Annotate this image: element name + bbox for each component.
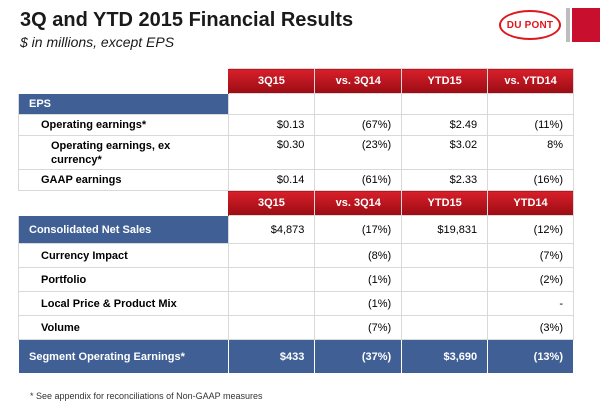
cell-value	[401, 243, 489, 268]
empty-cell	[314, 93, 403, 115]
cell-value: (11%)	[487, 114, 574, 136]
column-header: YTD14	[487, 190, 574, 216]
cell-value: (1%)	[314, 291, 403, 316]
cell-value: (13%)	[487, 339, 574, 374]
cell-value: $0.30	[227, 135, 316, 170]
row-label: Operating earnings, ex currency*	[18, 135, 229, 170]
cell-value: (7%)	[314, 315, 403, 340]
logo-oval: DU PONT	[499, 10, 561, 40]
cell-value: (37%)	[314, 339, 403, 374]
table-row: Portfolio (1%) (2%)	[18, 267, 574, 292]
cell-value: 8%	[487, 135, 574, 170]
table-row: Volume (7%) (3%)	[18, 315, 574, 340]
header-blank-cell	[18, 68, 229, 94]
row-label: Portfolio	[18, 267, 229, 292]
page-title: 3Q and YTD 2015 Financial Results	[20, 9, 354, 31]
dupont-logo: DU PONT	[496, 8, 564, 42]
cell-value: $433	[227, 339, 316, 374]
cell-value	[401, 291, 489, 316]
column-header-row: 3Q15 vs. 3Q14 YTD15 vs. YTD14	[18, 68, 574, 94]
decorative-red-strip	[572, 8, 600, 42]
cell-value	[401, 267, 489, 292]
cell-value: (23%)	[314, 135, 403, 170]
table-row: Currency Impact (8%) (7%)	[18, 243, 574, 268]
cell-value: $0.14	[227, 169, 316, 191]
column-header: vs. YTD14	[487, 68, 574, 94]
cell-value: $3.02	[401, 135, 489, 170]
cell-value: $19,831	[401, 215, 489, 244]
empty-cell	[401, 93, 489, 115]
logo-text: DU PONT	[506, 19, 554, 31]
cell-value: $3,690	[401, 339, 489, 374]
footnote: * See appendix for reconciliations of No…	[30, 391, 263, 401]
segment-earnings-row: Segment Operating Earnings* $433 (37%) $…	[18, 339, 574, 374]
cell-value	[227, 315, 316, 340]
cell-value: (8%)	[314, 243, 403, 268]
row-label: Local Price & Product Mix	[18, 291, 229, 316]
table-row: GAAP earnings $0.14 (61%) $2.33 (16%)	[18, 169, 574, 191]
column-header: vs. 3Q14	[314, 68, 403, 94]
cell-value	[227, 243, 316, 268]
cell-value: (16%)	[487, 169, 574, 191]
cell-value	[401, 315, 489, 340]
row-label: Currency Impact	[18, 243, 229, 268]
cell-value: $2.49	[401, 114, 489, 136]
segment-earnings-label: Segment Operating Earnings*	[18, 339, 229, 374]
cell-value: (2%)	[487, 267, 574, 292]
row-label: GAAP earnings	[18, 169, 229, 191]
page-subtitle: $ in millions, except EPS	[20, 34, 175, 50]
eps-section-label: EPS	[18, 93, 229, 115]
column-header: vs. 3Q14	[314, 190, 403, 216]
eps-section-row: EPS	[18, 93, 574, 115]
decorative-grey-strip	[566, 8, 570, 42]
cell-value: (1%)	[314, 267, 403, 292]
cell-value: (7%)	[487, 243, 574, 268]
net-sales-label: Consolidated Net Sales	[18, 215, 229, 244]
column-header: YTD15	[401, 68, 489, 94]
header-blank-cell	[18, 190, 229, 216]
empty-cell	[487, 93, 574, 115]
column-header-row-2: 3Q15 vs. 3Q14 YTD15 YTD14	[18, 190, 574, 216]
cell-value: $2.33	[401, 169, 489, 191]
cell-value: (17%)	[314, 215, 403, 244]
row-label: Operating earnings*	[18, 114, 229, 136]
column-header: 3Q15	[227, 190, 316, 216]
cell-value: $4,873	[227, 215, 316, 244]
cell-value: $0.13	[227, 114, 316, 136]
column-header: YTD15	[401, 190, 489, 216]
empty-cell	[227, 93, 316, 115]
table-row: Operating earnings* $0.13 (67%) $2.49 (1…	[18, 114, 574, 136]
cell-value: (12%)	[487, 215, 574, 244]
net-sales-row: Consolidated Net Sales $4,873 (17%) $19,…	[18, 215, 574, 244]
column-header: 3Q15	[227, 68, 316, 94]
cell-value	[227, 291, 316, 316]
row-label: Volume	[18, 315, 229, 340]
cell-value	[227, 267, 316, 292]
table-row: Local Price & Product Mix (1%) -	[18, 291, 574, 316]
cell-value: -	[487, 291, 574, 316]
cell-value: (3%)	[487, 315, 574, 340]
cell-value: (67%)	[314, 114, 403, 136]
table-row: Operating earnings, ex currency* $0.30 (…	[18, 135, 574, 170]
financial-results-table: 3Q15 vs. 3Q14 YTD15 vs. YTD14 EPS Operat…	[18, 68, 574, 374]
cell-value: (61%)	[314, 169, 403, 191]
